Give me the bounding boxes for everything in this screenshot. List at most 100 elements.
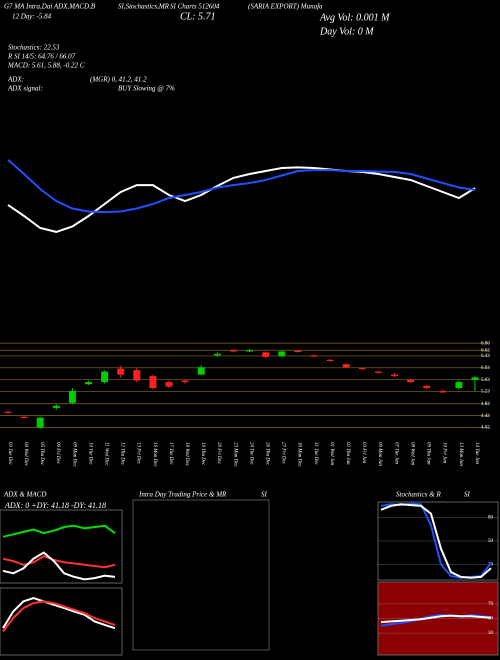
header-text: Stochastics: 22.53 [8, 44, 60, 52]
y-tick-label: 4.42 [481, 414, 490, 419]
header-text: BUY Slowing @ 7% [118, 85, 175, 93]
panel-subtitle: SI [464, 491, 471, 499]
candle-body [165, 382, 173, 387]
y-tick-label: 4.82 [481, 402, 490, 407]
x-tick-label: 03 Tue Dec [7, 442, 12, 466]
x-tick-label: 13 Mon Jan [458, 442, 463, 466]
ma-line [7, 159, 476, 214]
x-tick-label: 17 Tue Dec [168, 442, 173, 466]
y-tick-label: 6.03 [481, 366, 490, 371]
candle-body [342, 364, 350, 368]
candle-body [246, 350, 254, 352]
x-tick-label: 30 Mon Dec [297, 442, 302, 467]
candle-body [133, 370, 141, 381]
x-tick-label: 08 Wed Jan [409, 442, 414, 466]
x-tick-label: 11 Wed Dec [103, 442, 108, 466]
candle-body [455, 382, 463, 388]
candle-body [407, 379, 415, 383]
header-text: MACD: 5.61, 5.88, -0.22 C [7, 62, 85, 70]
candle-body [52, 405, 60, 408]
candle-body [278, 351, 286, 357]
indicator-line [2, 524, 116, 538]
y-tick-label: 80 [488, 516, 494, 521]
x-tick-label: 19 Thu Dec [200, 442, 205, 466]
panel-title: Stochastics & R [396, 491, 441, 499]
y-tick-label: 5.23 [481, 390, 490, 395]
x-tick-label: 24 Tue Dec [248, 442, 253, 466]
y-tick-label: 6.62 [481, 348, 490, 353]
y-tick-label: 20 [488, 563, 494, 568]
candle-body [229, 350, 237, 352]
candle-body [101, 371, 109, 383]
panel-box [0, 509, 123, 584]
candle-body [439, 390, 447, 393]
x-tick-label: 20 Fri Dec [216, 442, 221, 465]
candle-body [213, 353, 221, 356]
x-tick-label: 09 Mon Dec [71, 442, 76, 467]
x-tick-label: 06 Mon Jan [377, 442, 382, 466]
x-tick-label: 05 Thu Dec [39, 442, 44, 466]
y-tick-label: 6.43 [481, 354, 490, 359]
header-text: ADX signal: [7, 85, 43, 93]
header-text: SI Charts 512604 [170, 3, 220, 11]
x-tick-label: 12 Thu Dec [120, 442, 125, 466]
header-text: (MGR) 0, 41.2, 41.2 [90, 76, 147, 84]
x-tick-label: 06 Fri Dec [55, 442, 60, 465]
x-tick-label: 04 Wed Dec [23, 442, 28, 467]
candle-body [262, 352, 270, 357]
candle-body [181, 380, 189, 383]
x-tick-label: 26 Thu Dec [265, 442, 270, 466]
y-tick-label: 50 [488, 617, 494, 622]
x-tick-label: 03 Fri Jan [361, 442, 366, 464]
candle-body [471, 377, 479, 380]
candle-body [4, 411, 12, 413]
indicator-line [380, 503, 492, 579]
panel-subtitle: SI [261, 491, 268, 499]
indicator-line [2, 555, 116, 569]
panel-subtitle: ADX: 0 +DY: 41.18 -DY: 41.18 [4, 501, 106, 510]
candle-body [374, 371, 382, 373]
y-tick-label: 4.02 [481, 426, 490, 431]
candle-body [423, 385, 431, 388]
panel-title: ADX & MACD [3, 491, 46, 499]
candle-body [85, 382, 93, 385]
y-tick-label: 70 [488, 602, 494, 607]
x-tick-label: 16 Mon Dec [152, 442, 157, 467]
x-tick-label: 14 Tue Jan [474, 442, 479, 464]
panel-box [132, 499, 270, 651]
candle-body [36, 417, 44, 428]
header-text: R SI 14/5: 64.76 / 66.07 [7, 53, 76, 61]
x-tick-label: 09 Thu Jan [426, 442, 431, 465]
x-tick-label: 10 Fri Jan [442, 442, 447, 464]
indicator-line [2, 596, 116, 630]
candle-body [117, 368, 125, 375]
candle-body [310, 355, 318, 357]
x-tick-label: 10 Tue Dec [87, 442, 92, 466]
x-tick-label: 31 Tue Dec [313, 442, 318, 466]
x-tick-label: 18 Wed Dec [184, 442, 189, 467]
header-text: CL: 5.71 [180, 11, 216, 22]
candle-body [326, 359, 334, 361]
header-text: Avg Vol: 0.001 M [319, 12, 390, 23]
candle-body [358, 368, 366, 370]
candle-body [197, 367, 205, 375]
y-tick-label: 50 [488, 539, 494, 544]
candle-body [390, 374, 398, 377]
ma-line [7, 166, 476, 233]
x-tick-label: 27 Fri Dec [281, 442, 286, 465]
y-tick-label: 30 [488, 631, 494, 636]
candle-body [294, 350, 302, 353]
header-text: (SARIA EXPORT) Munafa [248, 3, 323, 11]
header-text: ADX: [7, 76, 24, 84]
indicator-line [380, 614, 492, 624]
x-tick-label: 07 Tue Jan [393, 442, 398, 464]
y-tick-label: 6.86 [481, 341, 490, 346]
panel-title: Intra Day Trading Price & MR [138, 491, 227, 499]
candle-body [20, 416, 28, 419]
header-text: Day Vol: 0 M [319, 26, 374, 37]
header-text: G7 MA Intra,Dai ADX,MACD,B [4, 3, 96, 11]
header-text: 12 Day: -5.84 [12, 13, 52, 21]
x-tick-label: 02 Thu Jan [345, 442, 350, 465]
indicator-line [380, 613, 492, 627]
